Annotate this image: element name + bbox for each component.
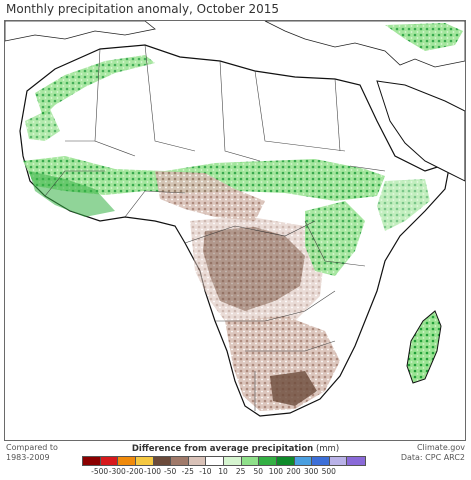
congo-dry-halo (190, 216, 325, 331)
legend-swatch (241, 457, 260, 465)
north-coast-wet (35, 55, 155, 117)
legend-swatch (294, 457, 313, 465)
madagascar (406, 310, 442, 384)
credit: Climate.gov Data: CPC ARC2 (401, 443, 465, 463)
legend-title-text: Difference from average precipitation (131, 444, 314, 454)
legend-tick-label: -500 (91, 467, 109, 476)
legend-swatch (118, 457, 136, 465)
legend-tick-label: -100 (143, 467, 162, 476)
legend-tick-label: 500 (321, 467, 336, 476)
legend-swatch (153, 457, 172, 465)
legend-tick-label: -300 (108, 467, 126, 476)
comparison-note-line2: 1983-2009 (6, 453, 50, 462)
legend-swatch (206, 457, 224, 465)
legend-tick-label: 25 (235, 467, 246, 476)
comparison-note: Compared to 1983-2009 (6, 443, 58, 463)
legend-tick-label: 200 (286, 467, 301, 476)
horn-wet (377, 179, 430, 231)
legend-tick-label: -25 (181, 467, 194, 476)
legend-swatch (329, 457, 348, 465)
precipitation-map (4, 20, 466, 441)
northwest-wet (25, 109, 60, 141)
legend-tick-label: -10 (199, 467, 212, 476)
arabia-landmass (376, 80, 465, 182)
west-coast-wet (29, 171, 115, 217)
legend-swatch (259, 457, 277, 465)
legend-swatch (312, 457, 330, 465)
legend-tick-label: 300 (303, 467, 319, 476)
credit-site: Climate.gov (416, 443, 465, 452)
legend-color-bar (82, 456, 366, 466)
credit-data-source: Data: CPC ARC2 (400, 453, 465, 462)
comparison-note-line1: Compared to (6, 443, 58, 452)
legend-swatch (171, 457, 189, 465)
legend-title: Difference from average precipitation (m… (0, 444, 471, 454)
legend-swatch (83, 457, 101, 465)
legend-tick-label: -200 (126, 467, 144, 476)
legend-swatch (188, 457, 207, 465)
legend-unit: (mm) (315, 444, 340, 454)
country-borders (44, 44, 386, 411)
legend-swatch (135, 457, 154, 465)
europe-wet-band (385, 23, 463, 51)
europe-landmass (5, 21, 156, 42)
legend-tick-label: 10 (218, 467, 228, 476)
legend-swatch (224, 457, 242, 465)
legend-swatch (100, 457, 119, 465)
legend-tick-label: -50 (164, 467, 177, 476)
legend-tick-label: 100 (268, 467, 284, 476)
legend-tick-label: 50 (253, 467, 264, 476)
legend-swatch (347, 457, 365, 465)
south-africa-dry-core (270, 371, 317, 406)
legend-ticks: -500 -300 -200 -100 -50 -25 -10 10 25 50 100 200 300… (82, 467, 364, 477)
legend-swatch (276, 457, 295, 465)
central-north-dry (155, 171, 265, 221)
east-africa-wet (305, 201, 365, 276)
map-title: Monthly precipitation anomaly, October 2… (6, 2, 280, 16)
